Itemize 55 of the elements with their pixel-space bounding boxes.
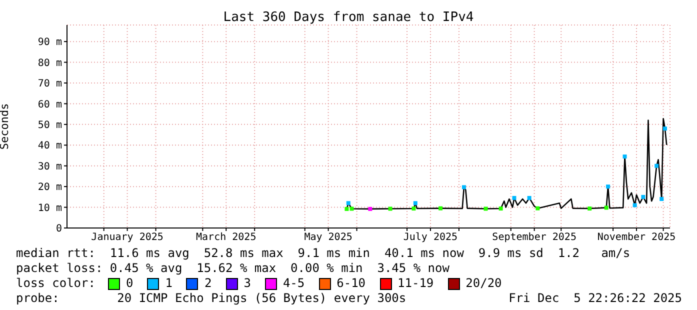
point — [512, 196, 516, 200]
x-tick-label: July 2025 — [403, 232, 458, 244]
point — [632, 203, 637, 208]
point — [413, 201, 418, 206]
legend-label: 4-5 — [282, 276, 305, 291]
legend-label: 11-19 — [396, 276, 434, 291]
text: Fri Dec 5 22:26:22 2025 — [508, 291, 682, 305]
y-tick-label: 90 m — [38, 37, 62, 48]
text: median rtt: 11.6 ms avg 52.8 ms max 9.1 ms min 40.1 ms now 9.9 ms sd 1.2 am/s — [16, 246, 630, 260]
chart-title: Last 360 Days from sanae to IPv4 — [223, 10, 474, 25]
point — [346, 201, 350, 206]
legend-label: 0 — [125, 276, 134, 291]
point — [654, 164, 659, 168]
point — [484, 206, 488, 211]
legend-title: loss color: — [16, 276, 96, 291]
y-tick-label: 0 — [56, 224, 62, 235]
x-tick-label: May 2025 — [304, 232, 352, 244]
text: packet loss: 0.45 % avg 15.62 % max 0.00 % min 3.45 % now — [16, 261, 450, 275]
point — [462, 185, 466, 190]
text: probe: 20 ICMP Echo Pings (56 Bytes) every 300s — [16, 291, 406, 305]
point — [604, 206, 608, 210]
y-tick-label: 40 m — [38, 140, 62, 152]
point — [368, 206, 372, 211]
y-axis-title: Seconds — [0, 103, 11, 150]
point — [527, 196, 532, 200]
y-tick-label: 50 m — [38, 120, 62, 131]
point — [662, 126, 667, 131]
y-tick-label: 20 m — [38, 182, 62, 194]
y-tick-label: 70 m — [38, 78, 62, 90]
point — [350, 206, 354, 211]
point — [412, 206, 416, 211]
legend-label: 6-10 — [336, 276, 366, 291]
legend-label: 1 — [164, 276, 172, 291]
point — [498, 206, 503, 211]
y-tick-label: 60 m — [38, 99, 62, 110]
point — [622, 154, 627, 159]
point — [588, 206, 592, 211]
point — [660, 197, 664, 201]
legend-label: 20/20 — [464, 276, 502, 291]
x-tick-label: March 2025 — [196, 232, 256, 244]
x-tick-label: September 2025 — [492, 232, 576, 244]
y-tick-label: 10 m — [38, 202, 62, 214]
legend-label: 3 — [242, 276, 251, 291]
point — [344, 206, 349, 211]
point — [641, 194, 646, 199]
y-tick-label: 80 m — [38, 58, 62, 69]
x-tick-label: January 2025 — [91, 232, 164, 244]
point — [606, 184, 610, 189]
point — [388, 206, 392, 211]
legend-label: 2 — [203, 276, 212, 291]
point — [438, 206, 443, 210]
y-tick-label: 30 m — [38, 161, 62, 172]
point — [536, 206, 540, 210]
line-series — [346, 118, 668, 210]
x-tick-label: November 2025 — [597, 232, 676, 244]
